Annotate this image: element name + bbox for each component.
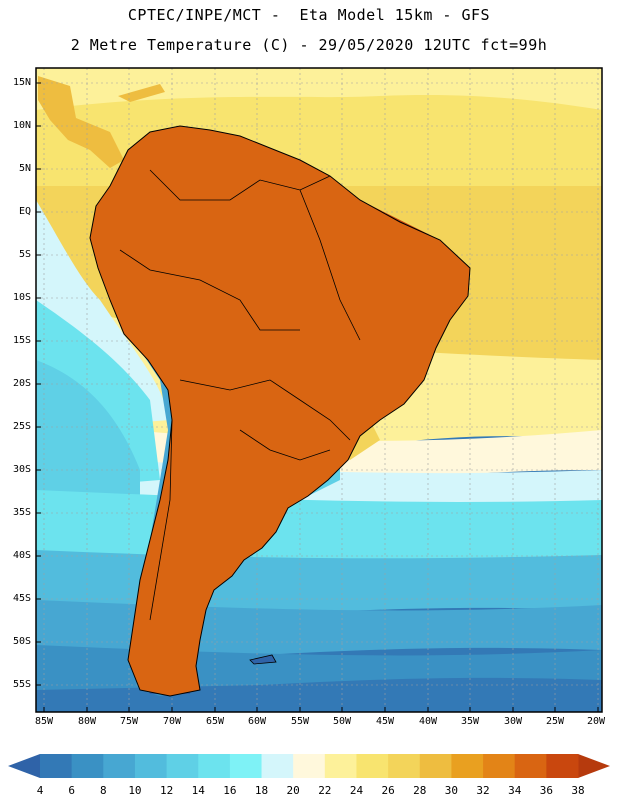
- falkland-islands: [249, 654, 277, 665]
- colorbar-segment: [103, 754, 136, 778]
- colorbar-arrow-right: [578, 754, 610, 778]
- lon-label: 50W: [332, 716, 352, 727]
- country-borders: [119, 169, 361, 621]
- lon-label: 70W: [162, 716, 182, 727]
- colorbar-label: 10: [128, 784, 142, 797]
- colorbar-segment: [293, 754, 326, 778]
- lat-label: 15N: [12, 77, 31, 88]
- colorbar-segment: [324, 754, 357, 778]
- colorbar-segment: [514, 754, 547, 778]
- colorbar-segment: [261, 754, 294, 778]
- lat-label: 55S: [12, 679, 31, 690]
- colorbar-label: 30: [444, 784, 459, 797]
- lat-label: 50S: [12, 636, 31, 647]
- colorbar-label: 38: [571, 784, 585, 797]
- colorbar-label: 36: [539, 784, 553, 797]
- lon-label: 55W: [290, 716, 310, 727]
- lon-label: 20W: [586, 716, 606, 727]
- lon-label: 75W: [119, 716, 139, 727]
- colorbar-segment: [166, 754, 199, 778]
- lon-label: 45W: [375, 716, 395, 727]
- colorbar-label: 34: [508, 784, 522, 797]
- colorbar-label: 24: [349, 784, 364, 797]
- colorbar-label: 12: [159, 784, 174, 797]
- colorbar-segment: [134, 754, 168, 778]
- colorbar-label: 8: [99, 784, 107, 797]
- colorbar-arrow-left: [8, 754, 40, 778]
- colorbar-label: 18: [254, 784, 269, 797]
- colorbar-segment: [356, 754, 389, 778]
- colorbar-segment: [229, 754, 263, 778]
- lon-label: 80W: [77, 716, 97, 727]
- colorbar-segment: [419, 754, 452, 778]
- lon-label: 60W: [247, 716, 267, 727]
- lon-label: 35W: [460, 716, 480, 727]
- lat-label: 45S: [12, 593, 31, 604]
- lon-label: 25W: [545, 716, 565, 727]
- lat-label: 15S: [12, 335, 31, 346]
- lat-label: 5N: [18, 163, 31, 174]
- caribbean-island: [118, 84, 165, 102]
- lat-label: 40S: [12, 550, 31, 561]
- lon-label: 30W: [503, 716, 523, 727]
- ocean-band-far-north: [36, 68, 602, 110]
- lat-label: 25S: [12, 421, 31, 432]
- colorbar-segment: [483, 754, 516, 778]
- colorbar-label: 14: [191, 784, 205, 797]
- map-title-line-2: 2 Metre Temperature (C) - 29/05/2020 12U…: [70, 36, 548, 54]
- central-america-land: [38, 76, 124, 168]
- lon-label: 85W: [34, 716, 54, 727]
- lon-label: 40W: [418, 716, 438, 727]
- temperature-field: [36, 68, 602, 712]
- colorbar-label: 32: [476, 784, 490, 797]
- lat-label: 10N: [12, 120, 31, 131]
- colorbar-label: 4: [36, 784, 44, 797]
- colorbar-segment: [388, 754, 421, 778]
- colorbar-label: 26: [381, 784, 395, 797]
- colorbar-label: 20: [286, 784, 300, 797]
- lat-label: 30S: [12, 464, 31, 475]
- colorbar-segment: [451, 754, 484, 778]
- colorbar-label: 28: [413, 784, 427, 797]
- lat-label: 10S: [12, 292, 31, 303]
- colorbar-segment: [198, 754, 231, 778]
- lat-label: EQ: [18, 206, 31, 217]
- lat-label: 5S: [18, 249, 31, 260]
- colorbar-segment: [546, 754, 579, 778]
- colorbar-segment: [71, 754, 104, 778]
- map-title-line-1: CPTEC/INPE/MCT - Eta Model 15km - GFS: [127, 6, 491, 24]
- axis-ticks: [36, 82, 599, 712]
- colorbar-label: 22: [318, 784, 332, 797]
- lon-label: 65W: [205, 716, 225, 727]
- lat-label: 20S: [12, 378, 31, 389]
- colorbar-label: 16: [223, 784, 237, 797]
- colorbar: [8, 754, 610, 778]
- map-frame: [35, 67, 603, 713]
- colorbar-label: 6: [68, 784, 75, 797]
- lat-label: 35S: [12, 507, 31, 518]
- colorbar-segment: [40, 754, 73, 778]
